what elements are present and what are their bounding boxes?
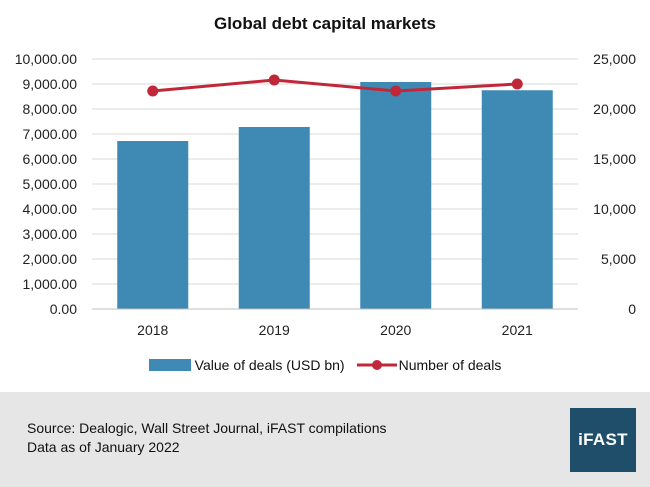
footer: Source: Dealogic, Wall Street Journal, i… — [0, 392, 650, 487]
source-line: Source: Dealogic, Wall Street Journal, i… — [27, 420, 387, 436]
y-left-tick-label: 8,000.00 — [23, 101, 78, 117]
chart-canvas: 0.00 1,000.00 2,000.00 3,000.00 4,000.00 5,00… — [15, 51, 637, 338]
y-left-tick-label: 3,000.00 — [23, 226, 78, 242]
y-right-tick-label: 15,000 — [593, 151, 636, 167]
y-right-tick-label: 20,000 — [593, 101, 636, 117]
line-point — [390, 85, 402, 97]
y-right-tick-label: 0 — [628, 301, 636, 317]
y-left-tick-label: 9,000.00 — [23, 76, 78, 92]
x-tick-label: 2020 — [380, 322, 411, 338]
series-line-number-of-deals — [152, 78, 518, 93]
legend-label-value-of-deals: Value of deals (USD bn) — [194, 357, 345, 373]
line-point — [147, 85, 159, 97]
bar — [481, 90, 553, 309]
x-tick-label: 2018 — [137, 322, 168, 338]
y-left-tick-label: 2,000.00 — [23, 251, 78, 267]
y-left-tick-label: 5,000.00 — [23, 176, 78, 192]
legend-label-number-of-deals: Number of deals — [398, 357, 502, 373]
source-note: Source: Dealogic, Wall Street Journal, i… — [27, 419, 387, 457]
x-tick-label: 2019 — [259, 322, 290, 338]
y-left-tick-label: 10,000.00 — [15, 51, 77, 67]
legend: Value of deals (USD bn) Number of deals — [0, 357, 650, 373]
legend-bar-swatch — [148, 359, 191, 371]
line-point — [511, 78, 523, 90]
legend-item-number-of-deals: Number of deals — [356, 357, 502, 373]
data-date-line: Data as of January 2022 — [27, 439, 180, 455]
bar — [360, 82, 432, 309]
legend-line-swatch — [356, 360, 397, 370]
y-left-tick-label: 0.00 — [50, 301, 77, 317]
y-left-tick-label: 1,000.00 — [23, 276, 78, 292]
chart-title: Global debt capital markets — [213, 14, 436, 33]
y-left-tick-label: 6,000.00 — [23, 151, 78, 167]
x-tick-label: 2021 — [502, 322, 533, 338]
y-left-tick-label: 4,000.00 — [23, 201, 78, 217]
bar — [117, 141, 189, 309]
y-right-tick-label: 25,000 — [593, 51, 636, 67]
line-point — [268, 74, 280, 86]
y-right-tick-label: 10,000 — [593, 201, 636, 217]
y-left-tick-label: 7,000.00 — [23, 126, 78, 142]
y-right-tick-label: 5,000 — [601, 251, 636, 267]
ifast-logo: iFAST — [570, 408, 636, 472]
bar — [238, 127, 310, 309]
legend-item-value-of-deals: Value of deals (USD bn) — [148, 357, 345, 373]
